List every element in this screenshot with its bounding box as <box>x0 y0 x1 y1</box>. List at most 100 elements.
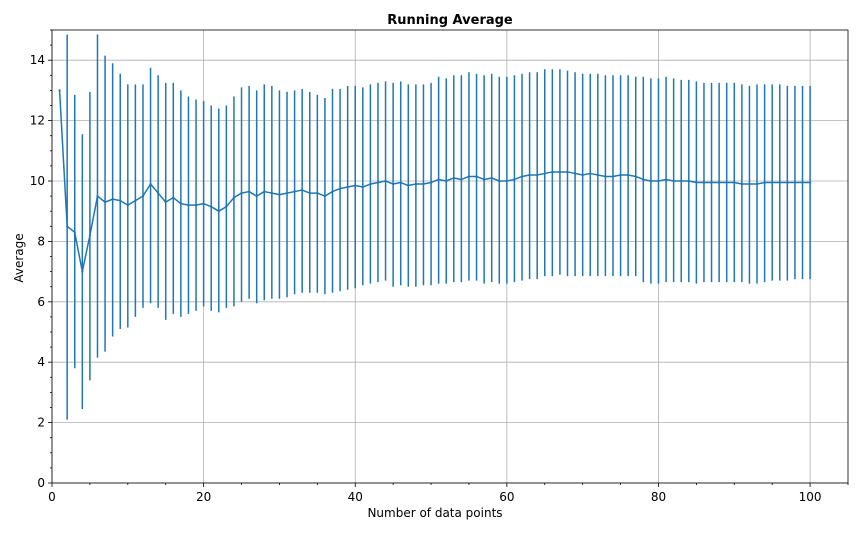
x-tick-label: 20 <box>196 490 211 504</box>
data-point <box>187 204 190 207</box>
data-point <box>551 170 554 174</box>
data-point <box>240 191 243 195</box>
data-point <box>126 204 129 207</box>
data-point <box>718 181 721 184</box>
data-point <box>520 175 524 178</box>
y-tick-label: 14 <box>30 53 45 67</box>
data-point <box>73 231 76 234</box>
data-point <box>642 178 645 181</box>
data-point <box>763 181 766 184</box>
data-point <box>66 225 69 228</box>
data-point <box>172 196 175 199</box>
x-tick-label: 40 <box>348 490 363 504</box>
data-point <box>672 179 675 183</box>
data-point <box>354 184 357 187</box>
data-point <box>225 205 228 208</box>
data-point <box>498 179 501 183</box>
data-point <box>157 191 160 195</box>
data-point <box>445 179 448 183</box>
data-point <box>581 173 584 177</box>
x-axis-label: Number of data points <box>367 506 502 520</box>
y-tick-label: 0 <box>37 476 45 490</box>
data-point <box>460 178 463 181</box>
data-point <box>263 190 266 193</box>
x-tick-label: 100 <box>799 490 822 504</box>
axis-layer: 0 20 40 60 80 100 0 2 4 6 8 10 12 14 <box>30 29 849 504</box>
data-point <box>255 195 258 198</box>
data-point <box>179 202 182 205</box>
data-point <box>346 185 349 189</box>
data-point <box>293 190 296 193</box>
data-point <box>664 178 668 181</box>
data-point <box>680 179 683 183</box>
data-point <box>604 175 607 178</box>
data-point <box>573 172 577 175</box>
data-point <box>217 210 220 213</box>
data-point <box>338 187 342 190</box>
data-point <box>437 178 440 181</box>
data-point <box>452 176 455 180</box>
data-point <box>475 175 478 178</box>
data-point <box>725 181 728 184</box>
data-point <box>323 195 327 198</box>
data-point <box>543 172 546 175</box>
running-average-line <box>58 90 811 273</box>
data-point <box>695 181 698 184</box>
data-point <box>566 170 569 174</box>
data-point <box>589 172 592 175</box>
y-tick-label: 10 <box>30 174 45 188</box>
data-point <box>399 181 402 184</box>
data-point <box>384 179 387 183</box>
grid-layer <box>51 30 848 484</box>
plot-frame <box>51 29 849 484</box>
data-point <box>270 191 273 195</box>
x-tick-label: 0 <box>48 490 56 504</box>
data-point <box>58 89 61 92</box>
data-point <box>376 181 380 184</box>
data-point <box>786 181 789 184</box>
data-point <box>96 195 99 198</box>
data-point <box>301 188 304 192</box>
data-point <box>558 170 562 174</box>
y-axis-label: Average <box>12 233 26 282</box>
data-point <box>801 181 804 184</box>
data-point <box>467 175 471 178</box>
data-point <box>793 181 797 184</box>
data-point <box>748 182 751 186</box>
data-point <box>369 182 372 186</box>
data-point <box>649 179 652 183</box>
data-point <box>149 182 152 186</box>
data-point <box>687 179 690 183</box>
data-point <box>308 191 311 195</box>
x-tick-label: 80 <box>651 490 666 504</box>
data-point <box>316 191 319 195</box>
data-point <box>505 179 508 183</box>
chart-title: Running Average <box>387 13 513 28</box>
data-point <box>141 195 145 198</box>
data-point <box>596 173 599 177</box>
data-point <box>528 173 531 177</box>
data-point <box>210 205 213 208</box>
data-point <box>202 202 205 205</box>
data-point <box>513 178 516 181</box>
x-tick-label: 60 <box>499 490 514 504</box>
data-point <box>422 182 425 186</box>
data-point <box>740 182 743 186</box>
data-point <box>88 234 92 237</box>
data-point <box>278 193 281 196</box>
data-point <box>407 184 410 187</box>
data-point <box>429 181 433 184</box>
data-point <box>619 173 622 177</box>
data-point <box>414 182 417 186</box>
data-point <box>248 190 251 193</box>
y-tick-label: 8 <box>37 234 45 248</box>
data-point <box>778 181 781 184</box>
data-point <box>771 181 774 184</box>
data-point <box>710 181 713 184</box>
data-point <box>119 199 122 202</box>
data-point <box>657 179 660 183</box>
data-point <box>755 182 759 186</box>
line-layer <box>58 89 812 273</box>
